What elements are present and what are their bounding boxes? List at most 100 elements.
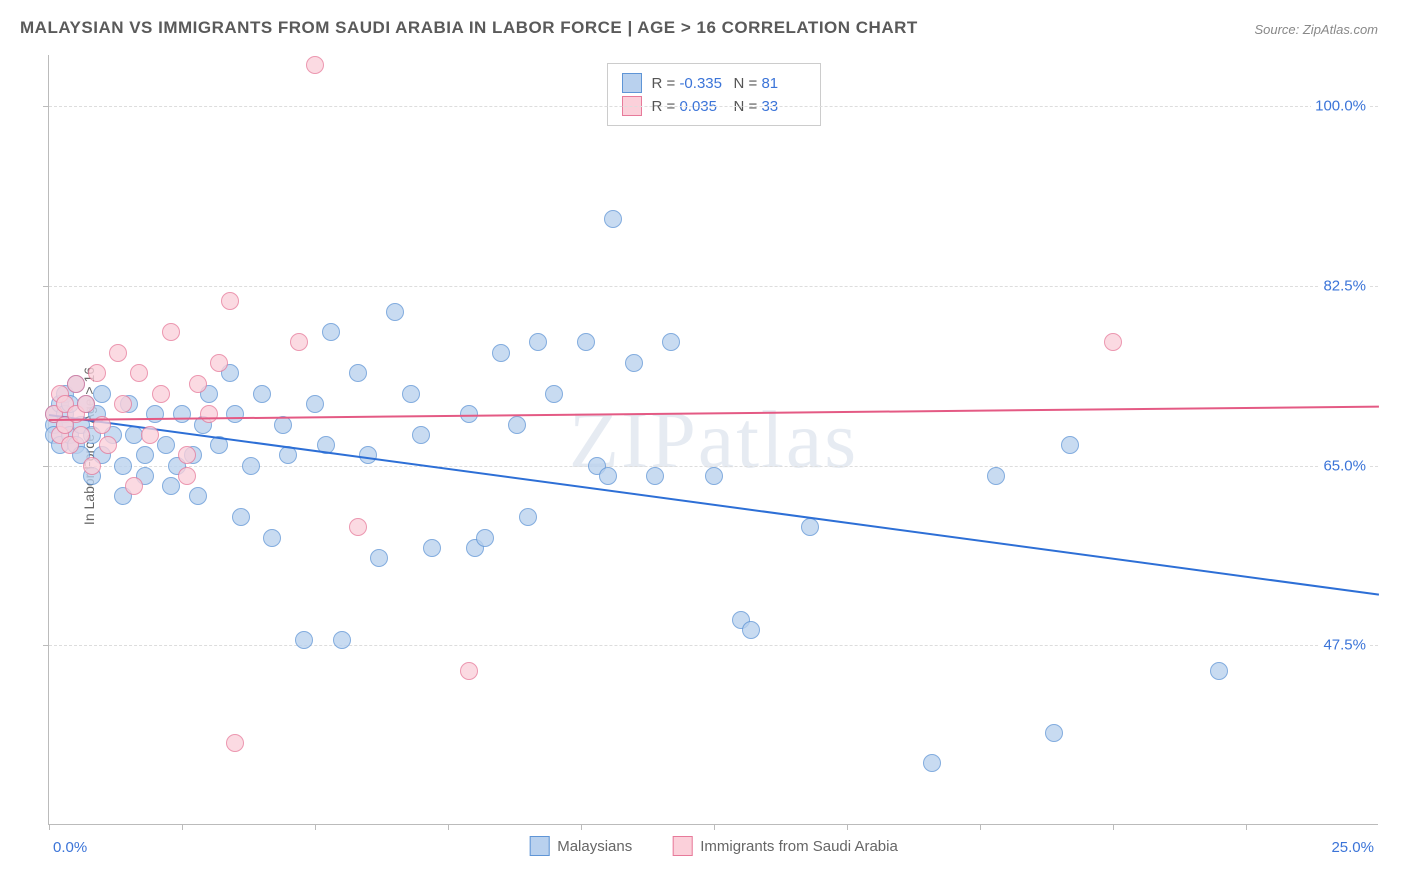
data-point-saudi <box>178 446 196 464</box>
data-point-malaysians <box>1210 662 1228 680</box>
data-point-malaysians <box>577 333 595 351</box>
data-point-malaysians <box>646 467 664 485</box>
data-point-malaysians <box>136 446 154 464</box>
x-tick <box>49 824 50 830</box>
legend-item-2: Immigrants from Saudi Arabia <box>672 836 898 856</box>
trend-line-malaysians <box>49 414 1379 596</box>
data-point-malaysians <box>492 344 510 362</box>
swatch-series-2b <box>672 836 692 856</box>
y-tick-label: 82.5% <box>1319 276 1370 297</box>
data-point-malaysians <box>322 323 340 341</box>
data-point-malaysians <box>545 385 563 403</box>
data-point-malaysians <box>295 631 313 649</box>
data-point-malaysians <box>173 405 191 423</box>
legend-item-1: Malaysians <box>529 836 632 856</box>
data-point-malaysians <box>263 529 281 547</box>
gridline-h <box>49 286 1378 287</box>
data-point-malaysians <box>306 395 324 413</box>
data-point-malaysians <box>242 457 260 475</box>
data-point-saudi <box>125 477 143 495</box>
data-point-saudi <box>178 467 196 485</box>
legend-bottom: Malaysians Immigrants from Saudi Arabia <box>521 834 906 858</box>
data-point-malaysians <box>93 385 111 403</box>
data-point-saudi <box>306 56 324 74</box>
data-point-saudi <box>130 364 148 382</box>
source-label: Source: ZipAtlas.com <box>1254 22 1378 37</box>
data-point-malaysians <box>662 333 680 351</box>
data-point-malaysians <box>412 426 430 444</box>
gridline-h <box>49 106 1378 107</box>
chart-plot-area: ZIPatlas R = -0.335 N = 81 R = 0.035 N =… <box>48 55 1378 825</box>
data-point-saudi <box>210 354 228 372</box>
y-tick-label: 65.0% <box>1319 455 1370 476</box>
data-point-saudi <box>460 662 478 680</box>
y-tick <box>43 286 49 287</box>
x-tick <box>980 824 981 830</box>
data-point-saudi <box>88 364 106 382</box>
data-point-saudi <box>109 344 127 362</box>
data-point-saudi <box>67 375 85 393</box>
gridline-h <box>49 645 1378 646</box>
data-point-saudi <box>189 375 207 393</box>
data-point-malaysians <box>987 467 1005 485</box>
data-point-saudi <box>99 436 117 454</box>
y-tick <box>43 106 49 107</box>
data-point-saudi <box>349 518 367 536</box>
y-tick-label: 47.5% <box>1319 635 1370 656</box>
data-point-malaysians <box>604 210 622 228</box>
data-point-malaysians <box>599 467 617 485</box>
y-tick <box>43 645 49 646</box>
x-axis-min-label: 0.0% <box>53 839 87 856</box>
data-point-malaysians <box>1061 436 1079 454</box>
data-point-saudi <box>1104 333 1122 351</box>
data-point-malaysians <box>253 385 271 403</box>
x-tick <box>714 824 715 830</box>
x-tick <box>1246 824 1247 830</box>
data-point-saudi <box>77 395 95 413</box>
x-axis-max-label: 25.0% <box>1331 839 1374 856</box>
data-point-malaysians <box>349 364 367 382</box>
data-point-malaysians <box>705 467 723 485</box>
data-point-saudi <box>200 405 218 423</box>
x-tick <box>448 824 449 830</box>
legend-label-1: Malaysians <box>557 838 632 855</box>
data-point-malaysians <box>146 405 164 423</box>
legend-row-1: R = -0.335 N = 81 <box>622 73 806 93</box>
data-point-malaysians <box>508 416 526 434</box>
r-label-1: R = -0.335 <box>652 75 724 92</box>
data-point-saudi <box>72 426 90 444</box>
swatch-series-1b <box>529 836 549 856</box>
data-point-malaysians <box>114 457 132 475</box>
swatch-series-1 <box>622 73 642 93</box>
data-point-malaysians <box>402 385 420 403</box>
data-point-saudi <box>226 734 244 752</box>
data-point-malaysians <box>529 333 547 351</box>
data-point-malaysians <box>226 405 244 423</box>
x-tick <box>581 824 582 830</box>
x-tick <box>182 824 183 830</box>
data-point-malaysians <box>189 487 207 505</box>
data-point-saudi <box>290 333 308 351</box>
data-point-malaysians <box>742 621 760 639</box>
data-point-saudi <box>83 457 101 475</box>
data-point-saudi <box>162 323 180 341</box>
chart-title: MALAYSIAN VS IMMIGRANTS FROM SAUDI ARABI… <box>20 18 918 38</box>
data-point-malaysians <box>476 529 494 547</box>
data-point-saudi <box>152 385 170 403</box>
x-tick <box>1113 824 1114 830</box>
data-point-malaysians <box>519 508 537 526</box>
legend-stats: R = -0.335 N = 81 R = 0.035 N = 33 <box>607 63 821 126</box>
data-point-saudi <box>114 395 132 413</box>
data-point-malaysians <box>801 518 819 536</box>
trend-line-saudi <box>49 406 1379 421</box>
x-tick <box>847 824 848 830</box>
y-tick <box>43 466 49 467</box>
n-label-1: N = 81 <box>734 75 806 92</box>
data-point-malaysians <box>232 508 250 526</box>
data-point-malaysians <box>923 754 941 772</box>
data-point-saudi <box>221 292 239 310</box>
data-point-saudi <box>141 426 159 444</box>
data-point-malaysians <box>157 436 175 454</box>
data-point-malaysians <box>333 631 351 649</box>
x-tick <box>315 824 316 830</box>
